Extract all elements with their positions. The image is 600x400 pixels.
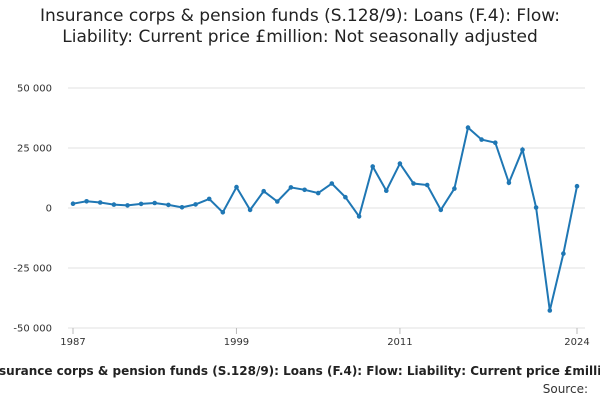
data-point-1993[interactable] — [152, 200, 157, 206]
x-tick-label-0: 1987 — [60, 337, 85, 348]
data-point-2020[interactable] — [520, 147, 525, 152]
y-tick-label-0: 50 000 — [17, 84, 52, 95]
data-point-2009[interactable] — [370, 164, 376, 169]
data-point-2017[interactable] — [479, 137, 484, 142]
x-tick-label-2: 2011 — [387, 337, 412, 348]
data-point-1987[interactable] — [70, 201, 76, 206]
data-point-1989[interactable] — [97, 200, 103, 205]
x-tick-label-1: 1999 — [224, 337, 249, 348]
data-point-2006[interactable] — [329, 181, 335, 186]
data-point-2003[interactable] — [288, 185, 294, 190]
data-point-2023[interactable] — [561, 251, 566, 256]
data-points — [70, 125, 580, 313]
data-point-1994[interactable] — [166, 202, 171, 208]
data-point-1990[interactable] — [111, 202, 117, 207]
data-point-2015[interactable] — [452, 186, 457, 191]
data-point-2019[interactable] — [506, 180, 512, 186]
chart-title: Insurance corps & pension funds (S.128/9… — [40, 6, 560, 47]
y-tick-label-4: -50 000 — [13, 324, 52, 335]
data-point-1999[interactable] — [234, 184, 239, 190]
data-point-1997[interactable] — [206, 196, 212, 202]
data-point-2007[interactable] — [343, 194, 348, 200]
source-label: Source: — [542, 382, 588, 396]
y-axis-ticks: 50 000 25 000 0 -25 000 -50 000 — [13, 84, 52, 335]
line-chart: 50 000 25 000 0 -25 000 -50 000 1987 1999 2011… — [13, 84, 590, 349]
data-point-2005[interactable] — [315, 190, 321, 196]
data-point-2016[interactable] — [465, 125, 471, 130]
data-point-2013[interactable] — [424, 182, 430, 188]
data-point-1988[interactable] — [84, 199, 89, 204]
data-point-2018[interactable] — [493, 140, 498, 145]
data-point-1992[interactable] — [138, 201, 144, 207]
x-tick-label-3: 2024 — [564, 337, 589, 348]
legend: Insurance corps & pension funds (S.128/9… — [0, 364, 600, 382]
data-point-1991[interactable] — [125, 203, 130, 208]
data-point-2008[interactable] — [356, 214, 362, 219]
y-tick-label-2: 0 — [46, 204, 52, 215]
gridlines — [68, 87, 585, 329]
data-point-1996[interactable] — [193, 202, 198, 207]
y-tick-label-1: 25 000 — [17, 144, 52, 155]
data-point-2004[interactable] — [302, 187, 307, 193]
x-axis-ticks: 1987 1999 2011 2024 — [60, 328, 590, 348]
data-point-2001[interactable] — [261, 188, 267, 194]
data-point-2022[interactable] — [547, 308, 553, 313]
data-point-2000[interactable] — [247, 207, 253, 213]
y-tick-label-3: -25 000 — [13, 264, 52, 275]
data-point-2011[interactable] — [397, 161, 403, 166]
data-point-1998[interactable] — [220, 210, 226, 215]
data-point-2021[interactable] — [533, 205, 539, 210]
data-point-2012[interactable] — [411, 181, 416, 186]
data-point-2014[interactable] — [438, 207, 444, 213]
series-line — [72, 125, 578, 311]
data-point-2024[interactable] — [574, 183, 580, 189]
data-point-2010[interactable] — [384, 188, 389, 193]
data-point-2002[interactable] — [275, 199, 280, 204]
data-point-1995[interactable] — [179, 205, 185, 210]
legend-entry: Insurance corps & pension funds (S.128/9… — [0, 364, 600, 378]
